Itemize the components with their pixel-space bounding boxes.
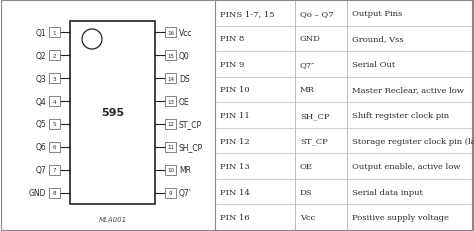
Text: 1: 1 xyxy=(53,31,56,36)
Text: MLA001: MLA001 xyxy=(99,216,127,222)
Text: OE: OE xyxy=(300,162,313,170)
Text: MR: MR xyxy=(300,86,315,94)
Text: Serial Out: Serial Out xyxy=(352,61,395,69)
Bar xyxy=(49,142,60,152)
Bar xyxy=(165,74,176,84)
Text: Vcc: Vcc xyxy=(300,213,315,221)
Text: PIN 9: PIN 9 xyxy=(220,61,245,69)
Text: ST_CP: ST_CP xyxy=(300,137,328,145)
Text: Q2: Q2 xyxy=(36,52,46,61)
Bar xyxy=(165,165,176,175)
Text: PIN 12: PIN 12 xyxy=(220,137,250,145)
Text: SH_CP: SH_CP xyxy=(300,112,329,119)
Bar xyxy=(215,1,472,230)
Text: GND: GND xyxy=(28,188,46,197)
Circle shape xyxy=(82,30,102,50)
Bar xyxy=(165,97,176,106)
Text: 3: 3 xyxy=(53,76,56,81)
Text: OE: OE xyxy=(179,97,190,106)
Text: Serial data input: Serial data input xyxy=(352,188,423,196)
Text: 12: 12 xyxy=(167,122,174,127)
Text: Shift register clock pin: Shift register clock pin xyxy=(352,112,449,119)
Text: Positive supply voltage: Positive supply voltage xyxy=(352,213,449,221)
Text: Q6: Q6 xyxy=(35,143,46,152)
Bar xyxy=(49,119,60,129)
Text: GND: GND xyxy=(300,35,321,43)
Text: Q4: Q4 xyxy=(35,97,46,106)
Text: DS: DS xyxy=(300,188,313,196)
Text: Vcc: Vcc xyxy=(179,29,192,38)
Text: 11: 11 xyxy=(167,145,174,150)
Text: 14: 14 xyxy=(167,76,174,81)
Text: 4: 4 xyxy=(53,99,56,104)
Text: Q5: Q5 xyxy=(35,120,46,129)
Text: 13: 13 xyxy=(167,99,174,104)
Text: PIN 16: PIN 16 xyxy=(220,213,250,221)
Text: Master Reclear, active low: Master Reclear, active low xyxy=(352,86,464,94)
Text: Q0: Q0 xyxy=(179,52,190,61)
Bar xyxy=(165,119,176,129)
Text: 6: 6 xyxy=(53,145,56,150)
Text: ST_CP: ST_CP xyxy=(179,120,202,129)
Text: DS: DS xyxy=(179,74,190,83)
Bar xyxy=(165,142,176,152)
Text: PIN 13: PIN 13 xyxy=(220,162,250,170)
Text: 8: 8 xyxy=(53,190,56,195)
Bar xyxy=(49,97,60,106)
Text: 16: 16 xyxy=(167,31,174,36)
Text: 10: 10 xyxy=(167,167,174,172)
Bar xyxy=(49,51,60,61)
Text: 7: 7 xyxy=(53,167,56,172)
Bar xyxy=(70,22,155,204)
Text: Q1: Q1 xyxy=(36,29,46,38)
Bar xyxy=(49,188,60,198)
Bar xyxy=(165,28,176,38)
Text: 5: 5 xyxy=(53,122,56,127)
Text: PIN 10: PIN 10 xyxy=(220,86,250,94)
Bar xyxy=(165,188,176,198)
Text: PINS 1-7, 15: PINS 1-7, 15 xyxy=(220,10,274,18)
Text: PIN 14: PIN 14 xyxy=(220,188,250,196)
Text: 2: 2 xyxy=(53,54,56,59)
Bar xyxy=(215,1,472,230)
Text: 9: 9 xyxy=(169,190,172,195)
Text: Q7: Q7 xyxy=(35,165,46,174)
Text: PIN 8: PIN 8 xyxy=(220,35,245,43)
Text: Ground, Vss: Ground, Vss xyxy=(352,35,404,43)
Text: PIN 11: PIN 11 xyxy=(220,112,250,119)
Text: Q3: Q3 xyxy=(35,74,46,83)
Text: Q7': Q7' xyxy=(179,188,192,197)
Text: Storage register clock pin (latch pin): Storage register clock pin (latch pin) xyxy=(352,137,474,145)
Text: 15: 15 xyxy=(167,54,174,59)
Text: Qo – Q7: Qo – Q7 xyxy=(300,10,334,18)
Bar xyxy=(165,51,176,61)
Text: Output Pins: Output Pins xyxy=(352,10,402,18)
Bar xyxy=(49,165,60,175)
Text: Output enable, active low: Output enable, active low xyxy=(352,162,460,170)
Bar xyxy=(49,28,60,38)
Text: Q7″: Q7″ xyxy=(300,61,315,69)
Text: 595: 595 xyxy=(101,108,124,118)
Bar xyxy=(49,74,60,84)
Text: SH_CP: SH_CP xyxy=(179,143,203,152)
Text: MR: MR xyxy=(179,165,191,174)
